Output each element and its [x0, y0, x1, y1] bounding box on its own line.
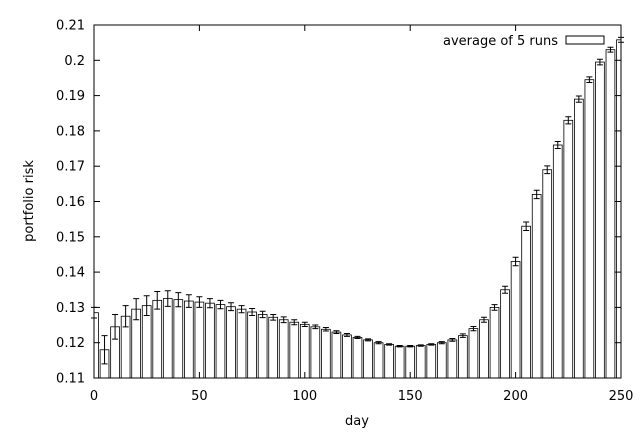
error-bar	[407, 345, 414, 348]
error-bar	[470, 325, 477, 332]
x-tick-label: 200	[503, 389, 528, 404]
error-bar	[270, 313, 277, 321]
error-bar	[259, 310, 266, 319]
error-bar	[133, 298, 140, 321]
error-bar	[354, 335, 361, 339]
error-bar	[333, 330, 340, 335]
error-bar	[228, 302, 235, 312]
tick-labels-layer: 0 50 100 150 200 250 0.11 0.12 0.13 0.14 0.15 0.16 0…	[56, 19, 633, 405]
x-tick-label: 150	[398, 389, 423, 404]
y-tick-label: 0.11	[56, 372, 85, 387]
y-tick-label: 0.2	[64, 54, 85, 69]
y-tick-label: 0.21	[56, 19, 85, 34]
error-bar	[449, 337, 456, 342]
error-bar	[164, 290, 171, 307]
error-bar	[101, 335, 108, 365]
error-bar	[554, 140, 561, 150]
x-axis-title: day	[345, 414, 369, 429]
errorbars-layer	[91, 36, 624, 365]
y-tick-label: 0.18	[56, 124, 85, 139]
x-tick-label: 50	[191, 389, 208, 404]
error-bar	[607, 46, 614, 53]
error-bar	[523, 221, 530, 231]
y-tick-label: 0.12	[56, 336, 85, 351]
y-axis-title: portfolio risk	[22, 160, 37, 242]
error-bar	[428, 343, 435, 346]
error-bar	[322, 327, 329, 332]
y-tick-label: 0.15	[56, 230, 85, 245]
error-bar	[459, 333, 466, 338]
error-bar	[365, 338, 372, 342]
error-bar	[301, 321, 308, 327]
error-bar	[396, 345, 403, 348]
ticks-layer	[93, 24, 622, 379]
y-tick-label: 0.16	[56, 195, 85, 210]
error-bar	[154, 291, 161, 310]
error-bar	[502, 285, 509, 294]
x-tick-label: 0	[90, 389, 98, 404]
error-bar	[249, 307, 256, 317]
error-bar	[533, 189, 540, 200]
y-tick-label: 0.13	[56, 301, 85, 316]
error-bar	[175, 292, 182, 308]
error-bar	[417, 344, 424, 347]
error-bar	[238, 305, 245, 314]
error-bar	[312, 324, 319, 330]
error-bar	[565, 116, 572, 125]
error-bar	[375, 341, 382, 345]
legend-swatch	[565, 35, 605, 45]
error-bar	[343, 333, 350, 337]
y-tick-label: 0.14	[56, 266, 85, 281]
error-bar	[196, 296, 203, 308]
error-bar	[280, 316, 287, 324]
legend-label: average of 5 runs	[443, 34, 558, 49]
error-bar	[491, 304, 498, 311]
error-bar	[512, 256, 519, 267]
error-bar	[112, 313, 119, 340]
error-bar	[386, 343, 393, 346]
error-bar	[480, 316, 487, 323]
y-tick-label: 0.19	[56, 89, 85, 104]
error-bar	[143, 295, 150, 317]
error-bar	[217, 299, 224, 310]
x-tick-label: 250	[609, 389, 634, 404]
error-bar	[596, 58, 603, 66]
error-bar	[586, 76, 593, 84]
error-bar	[206, 298, 213, 309]
error-bar	[575, 95, 582, 103]
x-tick-label: 100	[292, 389, 317, 404]
y-tick-label: 0.17	[56, 160, 85, 175]
error-bar	[544, 165, 551, 175]
error-bar	[438, 341, 445, 345]
error-bar	[122, 305, 129, 328]
error-bar	[185, 294, 192, 308]
legend: average of 5 runs	[443, 34, 605, 49]
error-bar	[291, 319, 298, 326]
